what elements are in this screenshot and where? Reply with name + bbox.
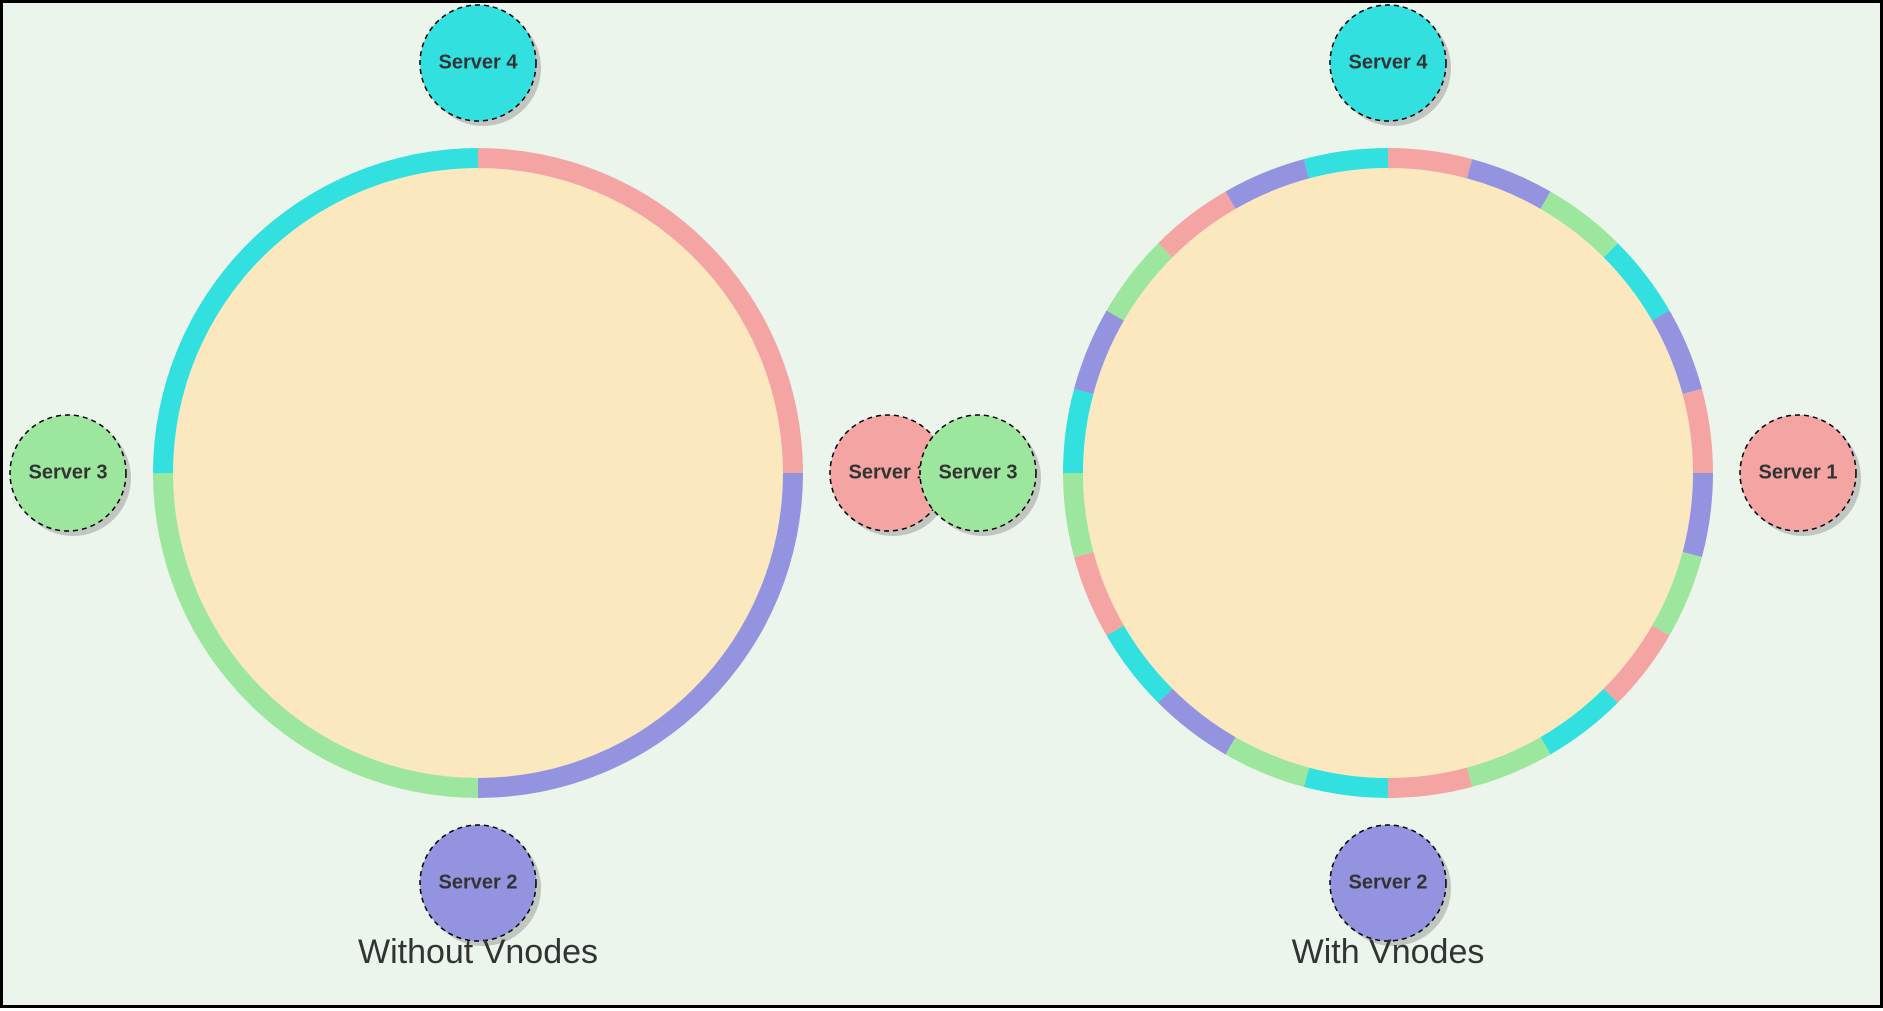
server4-label: Server 4 (439, 51, 519, 73)
server1-label: Server 1 (1759, 461, 1838, 483)
diagram-stage: Server 1Server 2Server 3Server 4Server 1… (0, 0, 1883, 1008)
hash-ring-inner (173, 168, 783, 778)
server1-label: Server 1 (849, 461, 928, 483)
panel-left: Server 1 Server 2 Server 3 Server 4 (10, 5, 951, 946)
diagram-svg: Server 1Server 2Server 3Server 4Server 1… (3, 3, 1883, 1011)
panel-right: Server 1 Server 2 Server 3 Server 4 (920, 5, 1861, 946)
caption-with-vnodes: With Vnodes (1188, 933, 1588, 972)
server4-label: Server 4 (1349, 51, 1429, 73)
server2-label: Server 2 (439, 871, 518, 893)
server2-label: Server 2 (1349, 871, 1428, 893)
hash-ring-inner (1083, 168, 1693, 778)
server3-label: Server 3 (29, 461, 108, 483)
caption-without-vnodes: Without Vnodes (278, 933, 678, 972)
server3-label: Server 3 (939, 461, 1018, 483)
